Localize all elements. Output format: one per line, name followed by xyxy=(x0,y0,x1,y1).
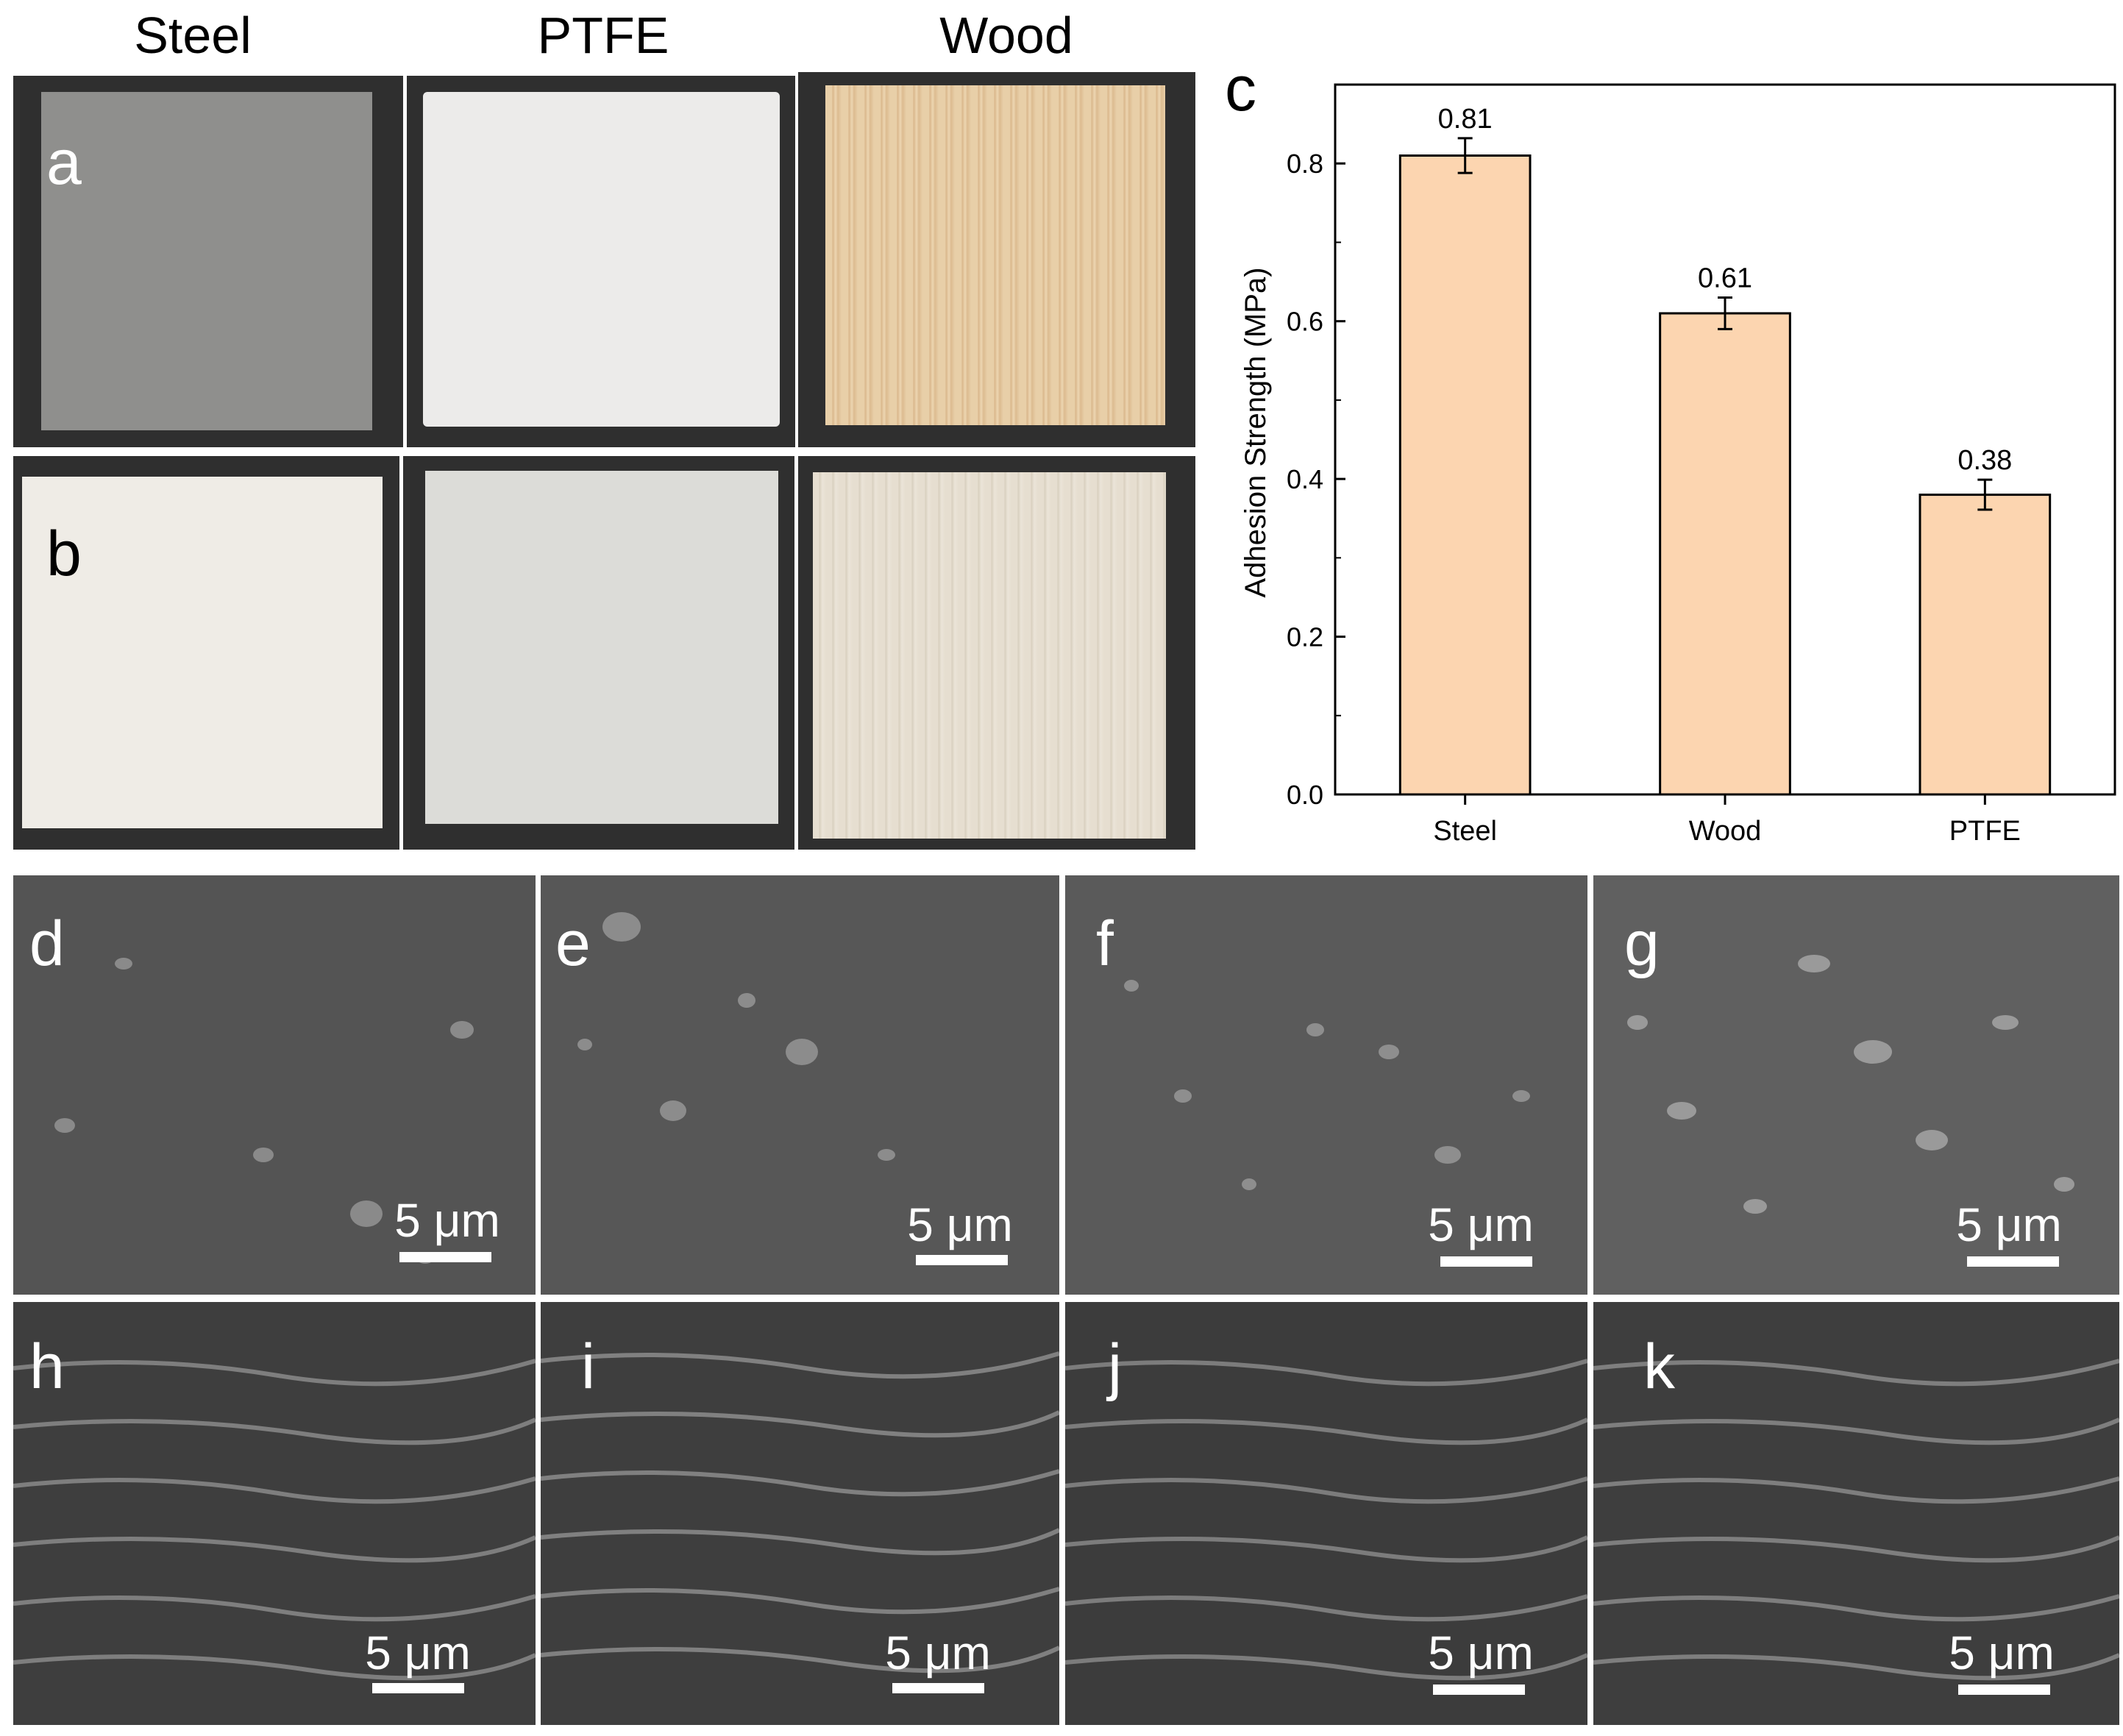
sem-cross-section-wood: j 5 μm xyxy=(1065,1302,1587,1725)
y-tick-label: 0.8 xyxy=(1287,149,1323,179)
scale-bar-j xyxy=(1433,1685,1525,1695)
scale-bar-f xyxy=(1440,1256,1532,1267)
scale-bar-label-g: 5 μm xyxy=(1956,1198,2062,1251)
photo-steel-substrate: a xyxy=(13,76,403,447)
adhesion-strength-bar-chart: c Adhesion Strength (MPa) 0.0 0.2 0.4 0.6 0.… xyxy=(1225,54,2116,847)
bar-wood xyxy=(1659,312,1791,796)
sem-cross-section-steel: h 5 μm xyxy=(13,1302,536,1725)
sem-surface-steel: d 5 μm xyxy=(13,875,536,1295)
column-title-ptfe: PTFE xyxy=(537,7,669,64)
wood-plate xyxy=(825,85,1165,425)
sem-cross-section-coating: k 5 μm xyxy=(1593,1302,2119,1725)
data-label-steel: 0.81 xyxy=(1438,104,1493,135)
x-tick-label-wood: Wood xyxy=(1689,816,1762,847)
scale-bar-label-f: 5 μm xyxy=(1428,1198,1534,1251)
bar-ptfe xyxy=(1918,494,2052,796)
sem-surface-wood: f 5 μm xyxy=(1065,875,1587,1295)
coated-wood-plate xyxy=(813,472,1166,839)
photo-ptfe-substrate xyxy=(407,76,795,447)
x-tick-label-ptfe: PTFE xyxy=(1949,816,2021,847)
panel-label-h: h xyxy=(29,1331,65,1402)
scale-bar-h xyxy=(372,1683,464,1693)
panel-label-j: j xyxy=(1108,1331,1123,1402)
scale-bar-label-d: 5 μm xyxy=(394,1194,500,1247)
scale-bar-e xyxy=(916,1255,1008,1265)
scale-bar-d xyxy=(399,1252,491,1262)
data-label-ptfe: 0.38 xyxy=(1957,445,2012,476)
y-tick-label: 0.4 xyxy=(1287,464,1323,494)
sem-surface-ptfe: e 5 μm xyxy=(541,875,1059,1295)
coated-steel-plate xyxy=(22,477,383,828)
scale-bar-i xyxy=(892,1683,984,1693)
bar-steel xyxy=(1398,154,1532,796)
scale-bar-label-e: 5 μm xyxy=(907,1198,1013,1251)
y-axis-label: Adhesion Strength (MPa) xyxy=(1240,267,1272,597)
panel-label-f: f xyxy=(1096,908,1114,979)
photo-coated-ptfe xyxy=(403,456,794,850)
panel-label-d: d xyxy=(29,908,65,979)
photo-coated-steel: b xyxy=(13,456,399,850)
photo-wood-substrate xyxy=(798,72,1195,447)
panel-label-i: i xyxy=(581,1331,596,1402)
scale-bar-label-i: 5 μm xyxy=(885,1626,991,1679)
scale-bar-label-j: 5 μm xyxy=(1428,1626,1534,1679)
ptfe-plate xyxy=(423,92,780,427)
data-label-wood: 0.61 xyxy=(1698,263,1752,294)
scale-bar-k xyxy=(1958,1685,2050,1695)
panel-label-k: k xyxy=(1643,1331,1675,1402)
y-tick-label: 0.0 xyxy=(1287,780,1323,810)
panel-label-c: c xyxy=(1225,54,1256,124)
scale-bar-label-k: 5 μm xyxy=(1949,1626,2055,1679)
y-tick-label: 0.6 xyxy=(1287,307,1323,337)
scale-bar-label-h: 5 μm xyxy=(365,1626,471,1679)
coated-ptfe-plate xyxy=(425,471,778,824)
y-tick-label: 0.2 xyxy=(1287,622,1323,652)
panel-label-a: a xyxy=(46,127,82,198)
sem-surface-coating: g 5 μm xyxy=(1593,875,2119,1295)
scale-bar-g xyxy=(1967,1256,2059,1267)
column-title-steel: Steel xyxy=(134,7,252,64)
panel-label-e: e xyxy=(555,908,591,979)
steel-plate xyxy=(41,92,372,430)
photo-coated-wood xyxy=(798,456,1195,850)
x-tick-label-steel: Steel xyxy=(1433,816,1497,847)
panel-label-b: b xyxy=(46,519,82,589)
panel-label-g: g xyxy=(1624,908,1660,979)
sem-cross-section-ptfe: i 5 μm xyxy=(541,1302,1059,1725)
column-title-wood: Wood xyxy=(939,7,1073,64)
